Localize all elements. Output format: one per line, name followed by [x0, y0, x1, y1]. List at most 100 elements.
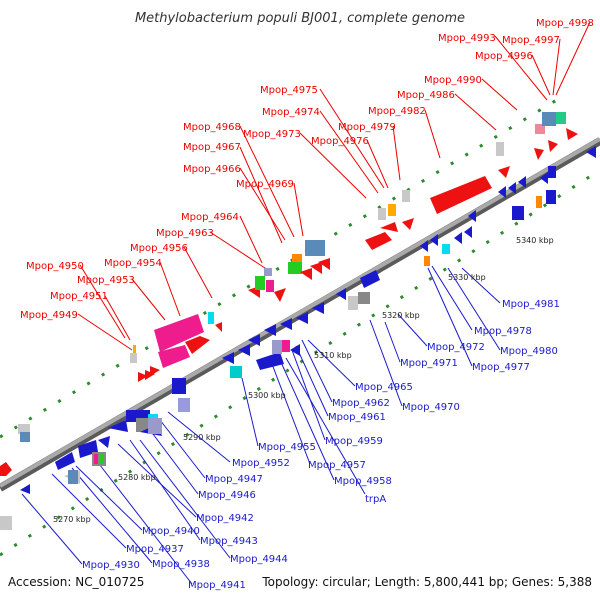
gene-arrow[interactable]: [138, 372, 148, 382]
gene-label[interactable]: Mpop_4959: [325, 436, 383, 447]
gene-arrow[interactable]: [280, 318, 292, 330]
gene-label[interactable]: Mpop_4937: [126, 544, 184, 555]
gene-arrow[interactable]: [238, 344, 250, 356]
gene-label[interactable]: Mpop_4951: [50, 291, 108, 302]
gene-label[interactable]: Mpop_4966: [183, 164, 241, 175]
gene-arrow[interactable]: [548, 140, 558, 152]
gene-block[interactable]: [130, 353, 137, 363]
gene-block[interactable]: [230, 366, 242, 378]
gene-label[interactable]: Mpop_4965: [355, 382, 413, 393]
gene-block[interactable]: [133, 345, 136, 353]
gene-arrow[interactable]: [420, 240, 428, 252]
gene-arrow[interactable]: [508, 182, 516, 194]
gene-label[interactable]: Mpop_4974: [262, 107, 320, 118]
gene-label[interactable]: Mpop_4953: [77, 275, 135, 286]
gene-block[interactable]: [178, 398, 190, 412]
gene-label[interactable]: Mpop_4949: [20, 310, 78, 321]
gene-arrow[interactable]: [310, 262, 322, 274]
gene-block[interactable]: [388, 204, 396, 216]
gene-arrow[interactable]: [402, 218, 414, 230]
gene-label[interactable]: Mpop_4947: [205, 474, 263, 485]
gene-arrow[interactable]: [312, 302, 324, 314]
gene-label[interactable]: Mpop_4943: [200, 536, 258, 547]
gene-label[interactable]: Mpop_4958: [334, 476, 392, 487]
gene-label[interactable]: Mpop_4969: [236, 179, 294, 190]
gene-block[interactable]: [18, 424, 30, 434]
gene-block[interactable]: [136, 418, 150, 432]
gene-label[interactable]: Mpop_4944: [230, 554, 288, 565]
gene-arrow[interactable]: [274, 288, 286, 302]
gene-label[interactable]: Mpop_4968: [183, 122, 241, 133]
gene-label[interactable]: Mpop_4967: [183, 142, 241, 153]
gene-label[interactable]: Mpop_4990: [424, 75, 482, 86]
gene-label[interactable]: Mpop_4957: [308, 460, 366, 471]
gene-arrow[interactable]: [222, 352, 234, 364]
gene-arrow[interactable]: [454, 232, 462, 244]
gene-block[interactable]: [512, 206, 524, 220]
gene-block[interactable]: [208, 312, 214, 324]
gene-block[interactable]: [255, 276, 265, 290]
gene-arrow[interactable]: [534, 148, 544, 160]
gene-block[interactable]: [496, 142, 504, 156]
gene-label[interactable]: Mpop_4981: [502, 299, 560, 310]
gene-label[interactable]: Mpop_4961: [328, 412, 386, 423]
gene-block[interactable]: [256, 352, 284, 370]
gene-label[interactable]: Mpop_4963: [156, 228, 214, 239]
gene-block[interactable]: [305, 240, 325, 256]
gene-block[interactable]: [158, 345, 190, 368]
gene-block[interactable]: [292, 254, 302, 262]
gene-label[interactable]: Mpop_4930: [82, 560, 140, 571]
gene-arrow[interactable]: [498, 186, 506, 198]
gene-block[interactable]: [100, 454, 104, 464]
gene-label[interactable]: Mpop_4998: [536, 18, 594, 29]
gene-label[interactable]: Mpop_4964: [181, 212, 239, 223]
gene-arrow[interactable]: [365, 232, 392, 250]
gene-block[interactable]: [282, 340, 290, 352]
gene-block[interactable]: [358, 292, 370, 304]
gene-block[interactable]: [272, 340, 282, 354]
gene-block[interactable]: [556, 112, 566, 124]
gene-block[interactable]: [20, 432, 30, 442]
gene-label[interactable]: Mpop_4973: [243, 129, 301, 140]
gene-arrow[interactable]: [336, 288, 346, 300]
gene-label[interactable]: Mpop_4986: [397, 90, 455, 101]
gene-label[interactable]: Mpop_4977: [472, 362, 530, 373]
gene-label[interactable]: Mpop_4997: [502, 35, 560, 46]
gene-arrow[interactable]: [300, 268, 312, 280]
gene-label[interactable]: Mpop_4938: [152, 559, 210, 570]
gene-block[interactable]: [546, 190, 556, 204]
gene-arrow[interactable]: [360, 270, 380, 288]
gene-label[interactable]: Mpop_4940: [142, 526, 200, 537]
gene-label[interactable]: Mpop_4976: [311, 136, 369, 147]
gene-label[interactable]: Mpop_4979: [338, 122, 396, 133]
gene-arrow[interactable]: [566, 128, 578, 140]
gene-arrow[interactable]: [264, 324, 276, 336]
gene-arrow[interactable]: [380, 222, 398, 232]
gene-label[interactable]: Mpop_4970: [402, 402, 460, 413]
gene-label[interactable]: Mpop_4952: [232, 458, 290, 469]
gene-arrow[interactable]: [290, 344, 300, 356]
gene-label[interactable]: Mpop_4956: [130, 243, 188, 254]
gene-block[interactable]: [542, 112, 556, 126]
gene-block[interactable]: [172, 378, 186, 394]
gene-arrow[interactable]: [586, 146, 596, 158]
gene-arrow[interactable]: [296, 312, 308, 324]
gene-label[interactable]: Mpop_4971: [400, 358, 458, 369]
gene-block[interactable]: [0, 516, 12, 530]
gene-label[interactable]: Mpop_4946: [198, 490, 256, 501]
gene-block[interactable]: [288, 262, 302, 274]
gene-arrow[interactable]: [468, 210, 476, 222]
gene-block[interactable]: [536, 196, 542, 208]
gene-label[interactable]: Mpop_4942: [196, 513, 254, 524]
gene-label[interactable]: Mpop_4982: [368, 106, 426, 117]
gene-block[interactable]: [68, 470, 78, 484]
gene-arrow[interactable]: [318, 258, 330, 270]
gene-arrow[interactable]: [98, 436, 110, 448]
gene-arrow[interactable]: [518, 176, 526, 188]
gene-block[interactable]: [348, 296, 358, 310]
gene-arrow[interactable]: [430, 234, 438, 246]
gene-arrow[interactable]: [20, 484, 30, 494]
gene-block[interactable]: [148, 418, 162, 434]
gene-label[interactable]: Mpop_4980: [500, 346, 558, 357]
gene-arrow[interactable]: [0, 462, 12, 476]
